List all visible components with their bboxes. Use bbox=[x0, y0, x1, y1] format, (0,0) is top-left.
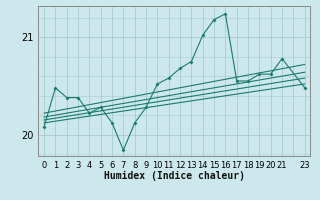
X-axis label: Humidex (Indice chaleur): Humidex (Indice chaleur) bbox=[104, 171, 245, 181]
